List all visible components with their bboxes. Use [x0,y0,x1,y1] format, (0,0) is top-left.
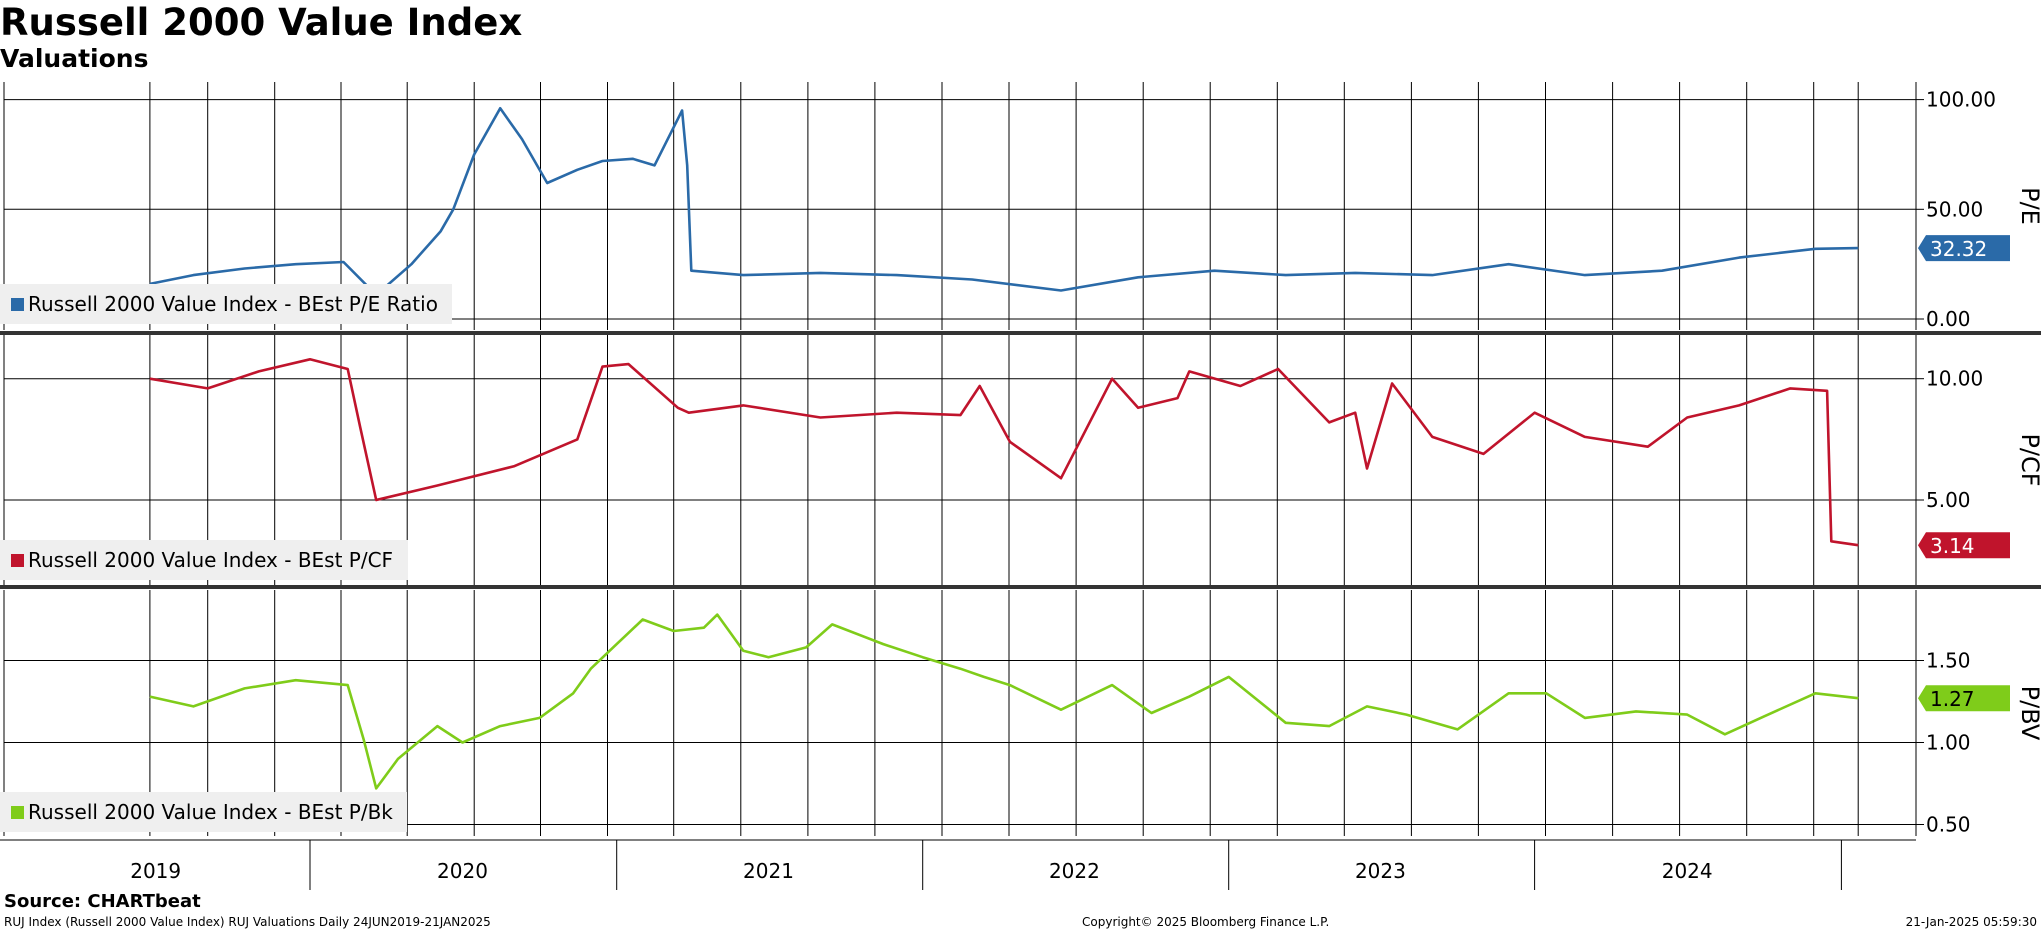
footer-description: RUJ Index (Russell 2000 Value Index) RUJ… [4,915,491,929]
y-axis-title: P/E [2016,187,2041,225]
legend-swatch [11,554,24,567]
legend-box [0,792,407,832]
last-value-tag-label: 1.27 [1930,687,1975,711]
legend-label: Russell 2000 Value Index - BEst P/CF [28,548,393,572]
legend-label: Russell 2000 Value Index - BEst P/E Rati… [28,292,438,316]
y-tick-label: 1.00 [1926,731,1971,755]
x-axis-year-label: 2021 [743,859,794,883]
x-axis-year-label: 2020 [437,859,488,883]
x-axis-year-label: 2023 [1355,859,1406,883]
y-tick-label: 0.00 [1926,307,1971,331]
legend-box [0,284,452,324]
y-tick-label: 1.50 [1926,649,1971,673]
legend-label: Russell 2000 Value Index - BEst P/Bk [28,800,393,824]
last-value-tag-bg [1918,685,2010,712]
last-value-tag-bg [1918,532,2010,559]
legend-swatch [11,298,24,311]
legend-swatch [11,806,24,819]
y-tick-label: 50.00 [1926,197,1983,221]
x-axis-year-label: 2024 [1662,859,1713,883]
y-axis-title: P/BV [2016,686,2041,741]
x-axis-year-label: 2022 [1049,859,1100,883]
source-label: Source: CHARTbeat [4,891,201,912]
series-line-p-e [149,107,1859,297]
y-tick-label: 0.50 [1926,813,1971,837]
y-axis-title: P/CF [2016,433,2041,486]
last-value-tag: 3.14 [1918,532,2010,559]
last-value-tag: 32.32 [1918,235,2010,262]
last-value-tag-label: 32.32 [1930,237,1987,261]
last-value-tag-bg [1918,235,2010,262]
series-line-p-bv [149,613,1859,790]
last-value-tag-label: 3.14 [1930,534,1975,558]
footer-timestamp: 21-Jan-2025 05:59:30 [1905,915,2037,929]
y-tick-label: 10.00 [1926,367,1983,391]
y-tick-label: 5.00 [1926,488,1971,512]
series-line-p-cf [149,357,1859,547]
x-axis-year-label: 2019 [130,859,181,883]
last-value-tag: 1.27 [1918,685,2010,712]
chart-title: Russell 2000 Value Index [0,1,523,44]
chart-subtitle: Valuations [0,44,149,73]
legend-box [0,540,408,580]
y-tick-label: 100.00 [1926,88,1996,112]
footer-copyright: Copyright© 2025 Bloomberg Finance L.P. [1082,915,1330,929]
